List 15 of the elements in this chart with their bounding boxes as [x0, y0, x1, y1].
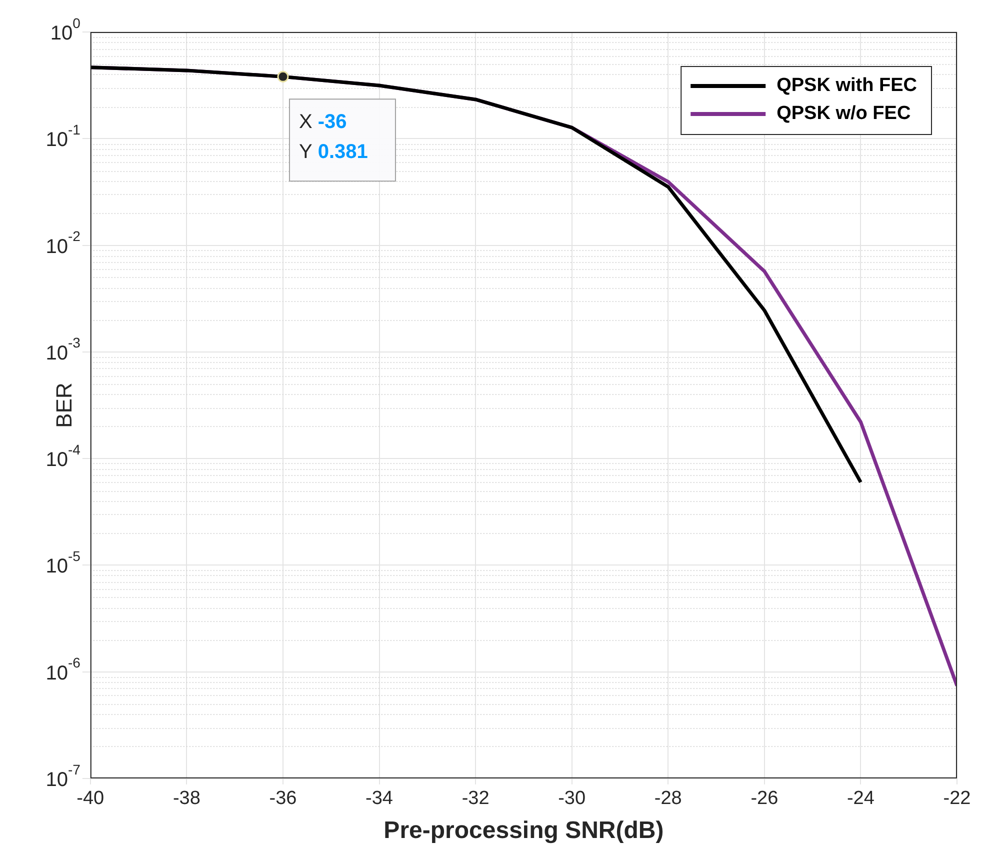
x-tick-label: -38: [172, 788, 200, 810]
x-tick-label: -36: [269, 788, 297, 810]
legend-label: QPSK with FEC: [776, 75, 918, 96]
x-tick-label: -34: [366, 788, 394, 810]
x-tick-label: -40: [76, 788, 104, 810]
x-tick-label: -26: [750, 788, 778, 810]
x-tick-label: -24: [846, 788, 875, 810]
x-tick-label: -28: [654, 788, 682, 810]
x-axis-title: Pre-processing SNR(dB): [384, 817, 664, 844]
x-tick-label: -32: [462, 788, 490, 810]
x-tick-label: -22: [943, 788, 971, 810]
legend-label: QPSK w/o FEC: [776, 103, 911, 124]
y-axis-title: BER: [51, 382, 76, 428]
x-tick-label: -30: [558, 788, 586, 810]
annotation: X -36 Y 0.381: [298, 111, 368, 164]
